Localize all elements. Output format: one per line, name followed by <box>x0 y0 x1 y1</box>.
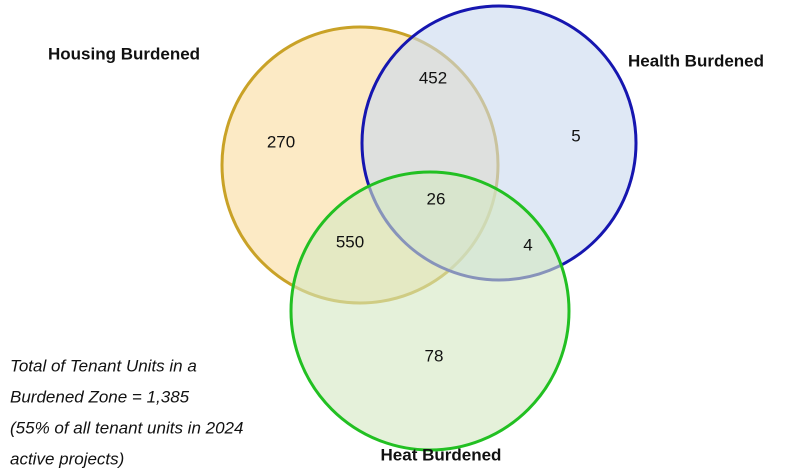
note-line: active projects) <box>10 449 124 468</box>
region-value: 26 <box>427 189 446 208</box>
region-value: 78 <box>425 346 444 365</box>
set-label: Health Burdened <box>628 51 764 70</box>
region-value: 5 <box>571 126 580 145</box>
region-value: 4 <box>523 235 532 254</box>
heat-circle <box>289 170 571 452</box>
region-value: 270 <box>267 132 295 151</box>
note-line: Burdened Zone = 1,385 <box>10 387 190 406</box>
set-label: Housing Burdened <box>48 44 200 63</box>
region-value: 452 <box>419 68 447 87</box>
region-value: 550 <box>336 232 364 251</box>
note-line: Total of Tenant Units in a <box>10 356 197 375</box>
set-label: Heat Burdened <box>381 445 502 464</box>
note-line: (55% of all tenant units in 2024 <box>10 418 243 437</box>
